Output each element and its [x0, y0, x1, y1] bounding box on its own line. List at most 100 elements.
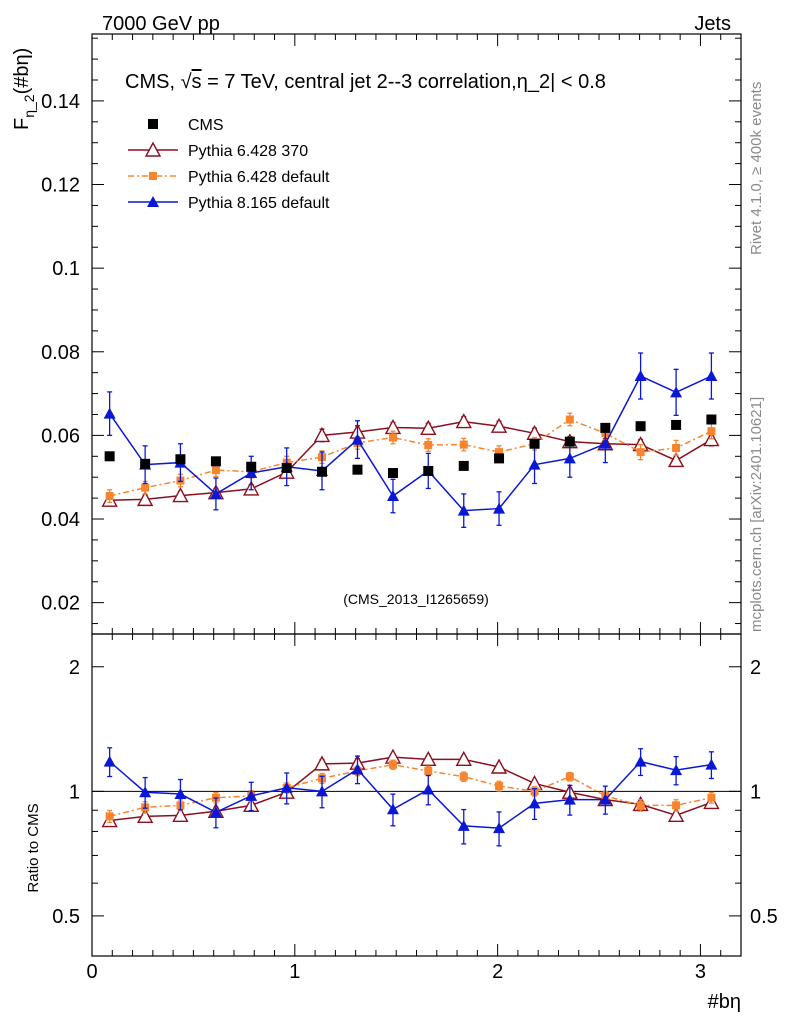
series-p8-ratio-point [528, 797, 541, 809]
ratio-tick-label-left: 1 [69, 781, 80, 803]
ratio-tick-label-right: 2 [750, 657, 761, 679]
series-cms-point [671, 419, 682, 430]
series-p8-point [209, 487, 222, 499]
series-p8-point [457, 504, 470, 516]
chart-title: CMS, √s = 7 TeV, central jet 2--3 correl… [125, 71, 606, 93]
series-p8-ratio-point [103, 755, 116, 767]
series-p6_default-point [565, 415, 574, 424]
series-p6_370-point [313, 426, 331, 443]
series-cms-point [387, 468, 398, 479]
series-p6_370-ratio-point [455, 750, 472, 767]
legend-p8-marker [147, 196, 159, 207]
tick-labels: 0 1 2 3 0.02 0.04 0.06 0.08 0.1 0.12 0.14 0.5 0.5 1 1 2… [41, 91, 778, 983]
series-p6_default-ratio-point [636, 801, 645, 810]
title-rest: = 7 TeV, central jet 2--3 correlation,η_… [202, 71, 606, 93]
y-axis-label-sub: η_2 [21, 94, 37, 118]
series-p6_370-point [455, 413, 472, 429]
series-p8-ratio-point [280, 781, 293, 793]
series-p6_370-ratio-line [109, 756, 712, 822]
series-p6_370-ratio-point [313, 755, 331, 771]
series-p6_default-ratio-point [672, 801, 681, 810]
header-left-label: 7000 GeV pp [102, 13, 220, 35]
y-tick-label: 0.02 [41, 593, 80, 615]
x-tick-label: 2 [492, 961, 503, 983]
side-label-rivet: Rivet 4.1.0, ≥ 400k events [748, 82, 765, 255]
series-p8-ratio-point [315, 785, 328, 797]
title-prefix: CMS, [125, 71, 181, 93]
series-cms-point [246, 461, 257, 472]
ratio-plot-frame [91, 633, 742, 957]
series-p6_default-ratio-point [565, 772, 574, 781]
series-cms-point [635, 421, 646, 432]
series-p8-ratio-point [563, 793, 576, 805]
series-cms-point [175, 454, 186, 465]
series-p8-point [386, 490, 399, 502]
ratio-tick-label-right: 1 [750, 781, 761, 803]
series-cms-point [529, 438, 540, 449]
series-p6_370-point [667, 452, 685, 468]
series-p6_370-point [172, 487, 189, 503]
series-p6_370-point [136, 490, 154, 507]
series-p8-ratio-point [209, 806, 222, 818]
title-s: s [192, 71, 202, 93]
header-right-label: Jets [694, 13, 731, 35]
series-p8-ratio-point [422, 783, 435, 795]
series-p8-point [351, 433, 364, 445]
series-p6_default-point [388, 433, 397, 442]
ratio-y-axis-label: Ratio to CMS [25, 803, 42, 892]
legend-cms-marker [148, 119, 158, 129]
series-p6_default-ratio-point [424, 766, 433, 775]
legend-cms-label: CMS [188, 117, 224, 134]
series-p8-point [670, 386, 683, 398]
series-p8-ratio-point [634, 755, 647, 767]
series-p6_default-point [105, 492, 114, 501]
series-cms-point [104, 451, 115, 462]
series-p6_370-ratio-point [136, 807, 154, 824]
series-cms-point [458, 460, 469, 471]
series-p6_default-point [459, 440, 468, 449]
legend-p6_370-label: Pythia 6.428 370 [188, 143, 308, 160]
y-tick-label: 0.1 [52, 258, 80, 280]
series-p6_default-point [707, 427, 716, 436]
series-p6_default-line [109, 418, 712, 497]
legend-p6_default-marker [149, 172, 157, 180]
series-p8-ratio-point [139, 786, 152, 798]
series-p6_370-line [109, 420, 712, 501]
series-p8-ratio-point [174, 788, 187, 800]
analysis-watermark: (CMS_2013_I1265659) [343, 591, 489, 607]
x-axis-label: #bη [708, 991, 741, 1013]
series-p6_default-point [211, 466, 220, 475]
series-p6_default-ratio-point [459, 772, 468, 781]
legend-p6_370-marker [144, 141, 162, 157]
series-cms-point [352, 464, 363, 475]
series-p6_370-point [490, 417, 508, 433]
title-sqrt: √ [181, 71, 192, 93]
series-p8-point [599, 437, 612, 449]
ratio-tick-label-left: 2 [69, 657, 80, 679]
y-axis-label-main: F [11, 118, 33, 130]
x-tick-label: 1 [289, 961, 300, 983]
series-p6_370-point [420, 419, 437, 435]
series-p8-point [245, 467, 258, 479]
y-tick-label: 0.08 [41, 342, 80, 364]
y-axis-label-rest: (#bη) [11, 48, 33, 95]
series-p8-ratio-point [457, 819, 470, 831]
y-tick-label: 0.12 [41, 175, 80, 197]
series-p8-point [563, 452, 576, 464]
series-p6_default-point [424, 441, 433, 450]
series-p8-ratio-point [705, 758, 718, 770]
series-cms-point [316, 466, 327, 477]
series-p6_370-ratio-point [667, 806, 685, 823]
y-tick-label: 0.14 [41, 91, 80, 113]
main-series [101, 352, 720, 529]
series-p8-point [634, 370, 647, 382]
legend-p8-label: Pythia 8.165 default [188, 195, 330, 212]
series-p8-ratio-point [351, 763, 364, 775]
series-p8-ratio-point [670, 764, 683, 776]
axis-ticks [91, 34, 742, 957]
x-tick-label: 0 [86, 961, 97, 983]
series-p6_370-ratio-point [490, 758, 508, 774]
series-p8-ratio-point [386, 803, 399, 815]
series-p8-ratio-point [493, 822, 506, 834]
